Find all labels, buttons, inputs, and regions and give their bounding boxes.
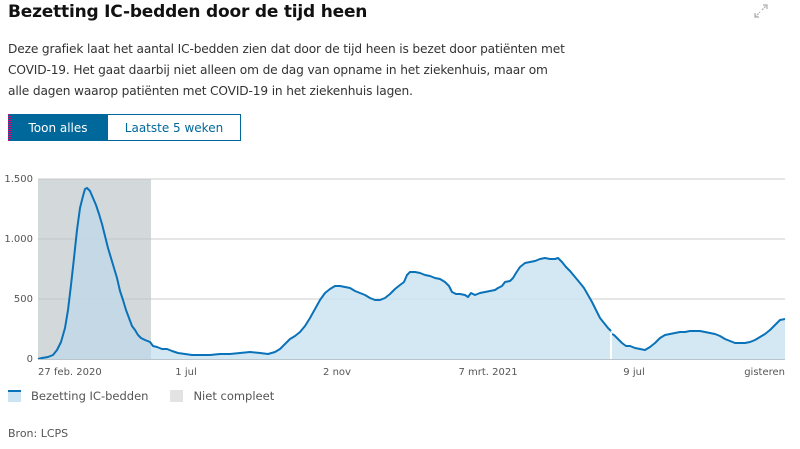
x-tick-yesterday: gisteren bbox=[744, 367, 785, 378]
ic-beds-chart: 1.500 1.000 500 0 27 feb. 2020 1 jul 2 n… bbox=[4, 174, 786, 378]
x-tick-feb-2020: 27 feb. 2020 bbox=[38, 367, 102, 378]
y-tick-0: 0 bbox=[27, 354, 33, 365]
x-tick-jul-2020: 1 jul bbox=[175, 367, 196, 378]
legend-label-ic-beds: Bezetting IC-bedden bbox=[31, 389, 149, 403]
x-tick-nov-2020: 2 nov bbox=[323, 367, 351, 378]
chart-legend: Bezetting IC-bedden Niet compleet bbox=[8, 389, 296, 403]
legend-label-incomplete: Niet compleet bbox=[193, 389, 275, 403]
chart-title: Bezetting IC-bedden door de tijd heen bbox=[8, 2, 368, 22]
ic-beds-line bbox=[37, 187, 786, 360]
y-tick-1500: 1.500 bbox=[4, 174, 33, 185]
legend-swatch-incomplete bbox=[170, 390, 184, 402]
expand-icon[interactable] bbox=[752, 4, 770, 20]
y-tick-1000: 1.000 bbox=[4, 234, 33, 245]
x-tick-jul-2021: 9 jul bbox=[623, 367, 644, 378]
data-source: Bron: LCPS bbox=[8, 427, 69, 440]
legend-swatch-ic-beds bbox=[8, 390, 21, 402]
chart-description: Deze grafiek laat het aantal IC-bedden z… bbox=[8, 42, 565, 98]
last-5-weeks-button[interactable]: Laatste 5 weken bbox=[108, 114, 241, 141]
show-all-button[interactable]: Toon alles bbox=[8, 114, 108, 141]
y-tick-500: 500 bbox=[14, 294, 33, 305]
x-tick-mar-2021: 7 mrt. 2021 bbox=[458, 367, 517, 378]
time-range-toggle: Toon alles Laatste 5 weken bbox=[8, 114, 241, 141]
